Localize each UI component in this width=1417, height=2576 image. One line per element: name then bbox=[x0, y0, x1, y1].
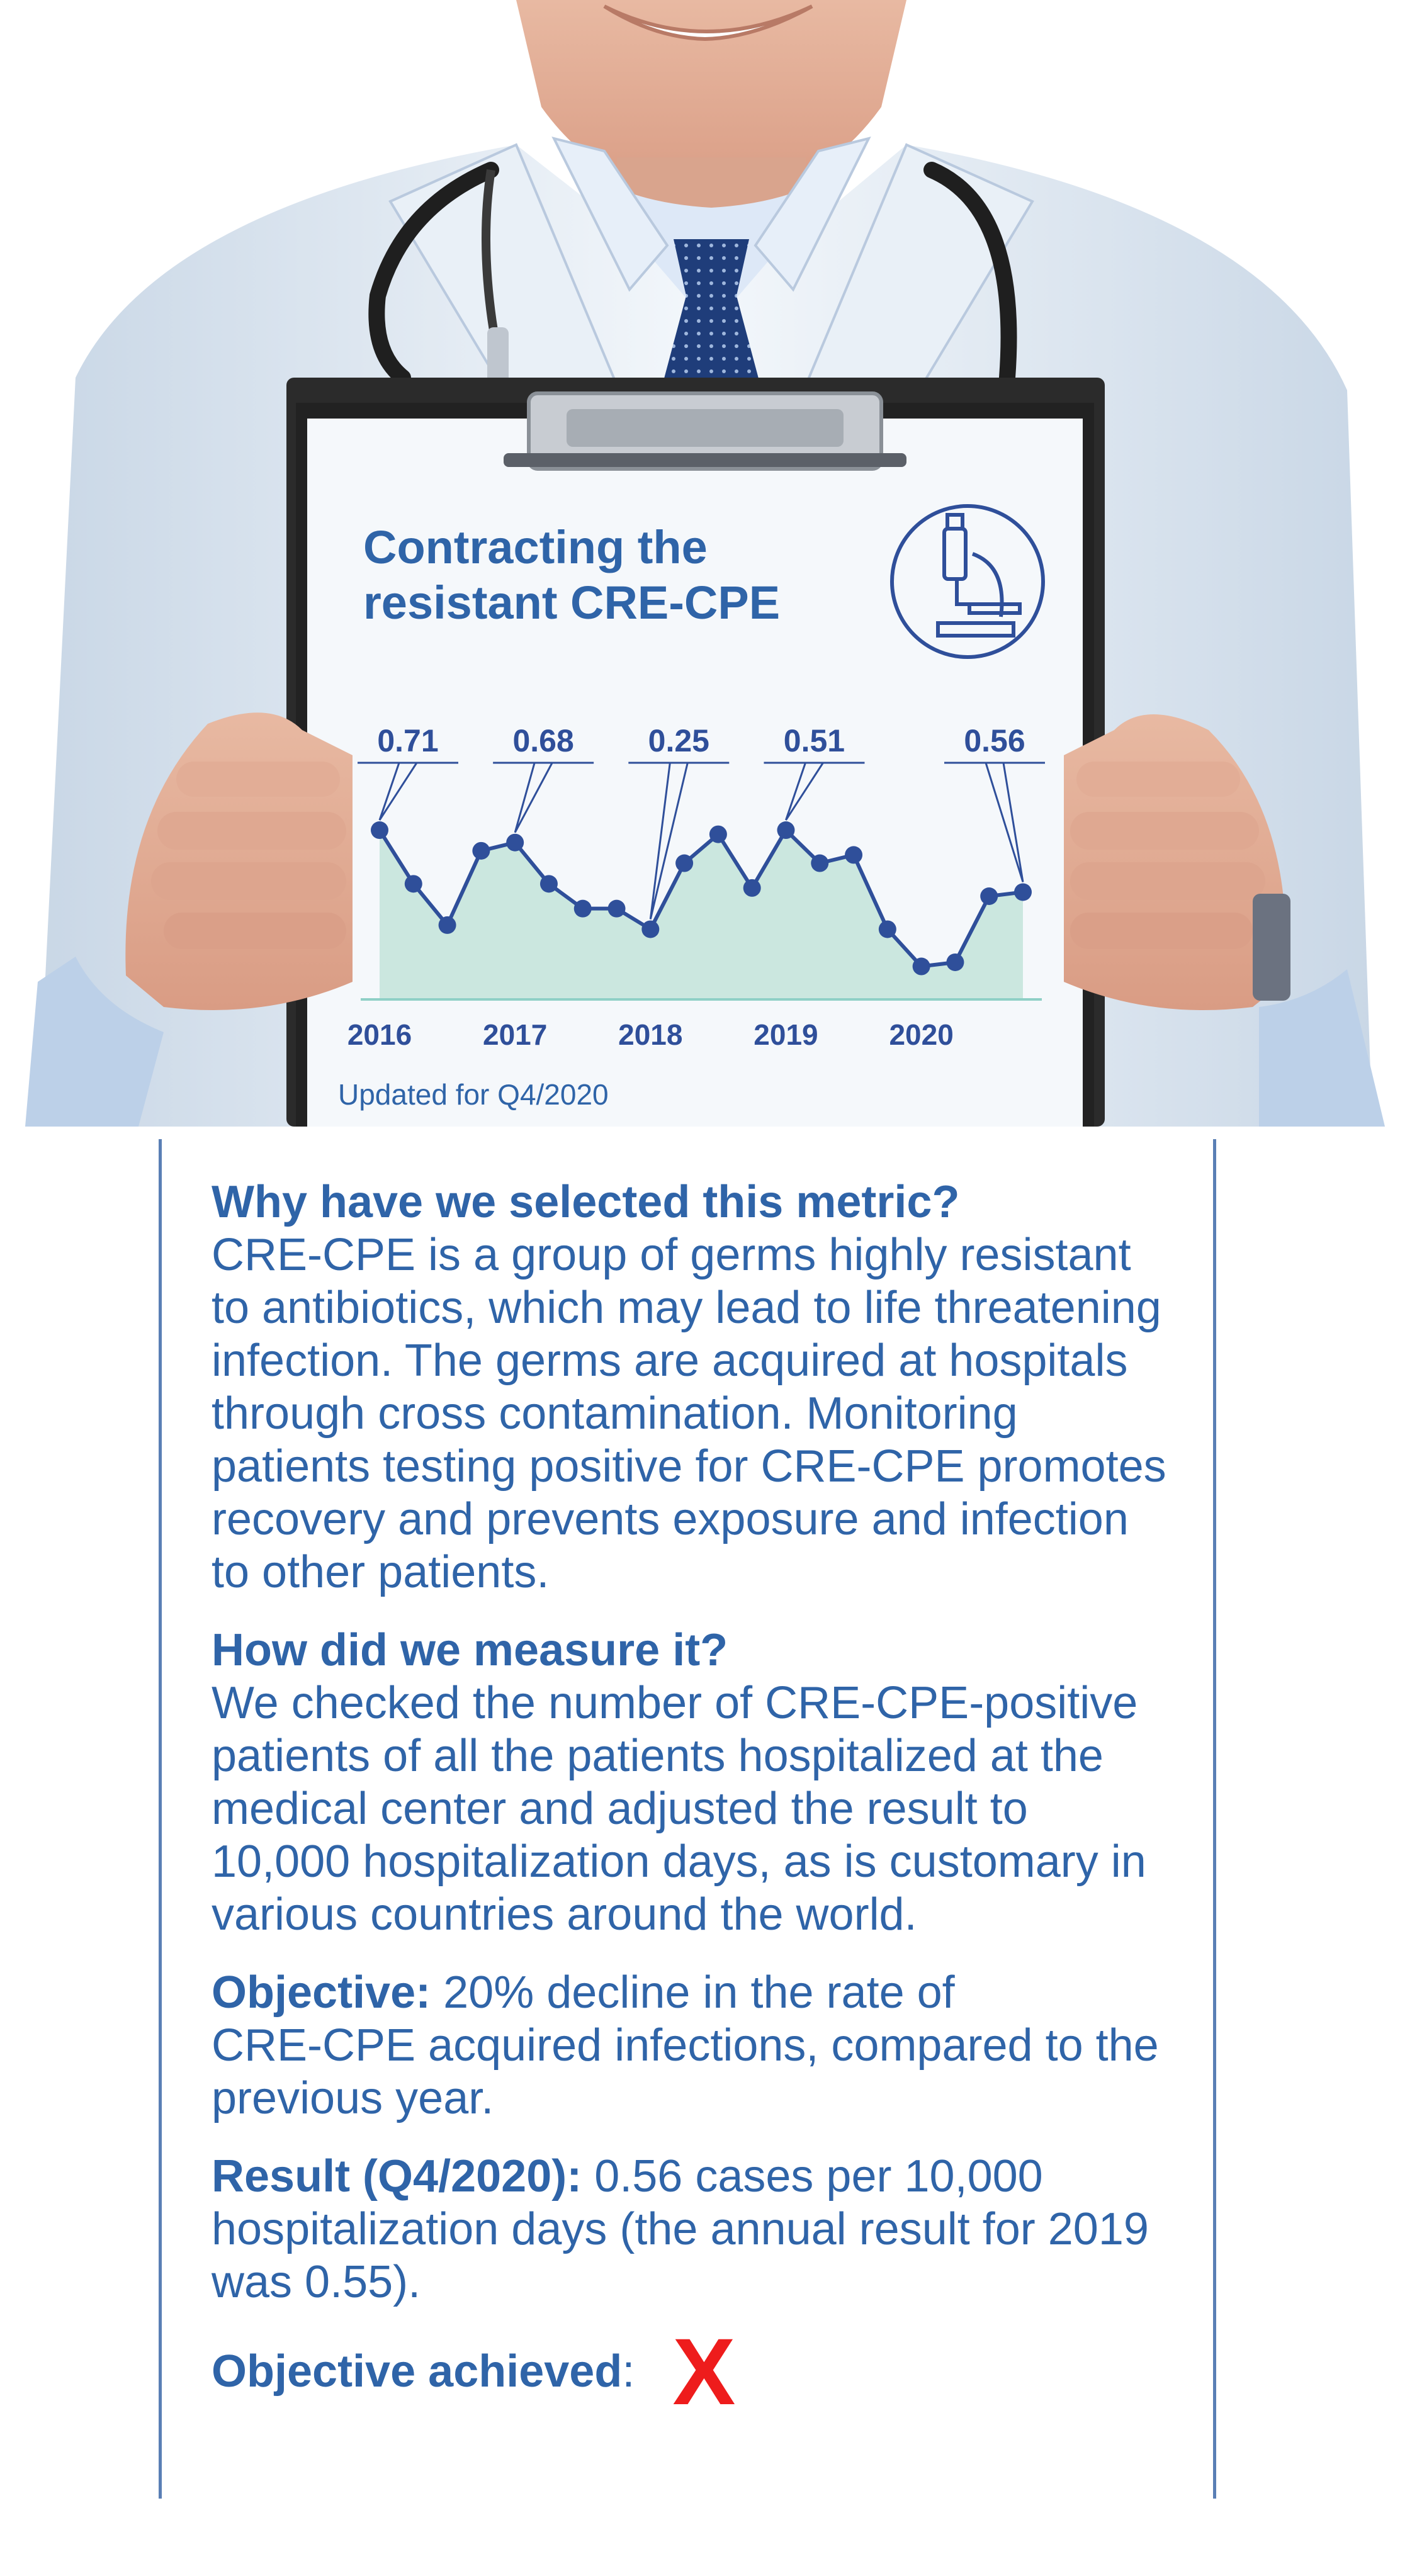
result-line: hospitalization days (the annual result … bbox=[212, 2204, 1149, 2254]
info-content: Why have we selected this metric? CRE-CP… bbox=[212, 1176, 1206, 2424]
updated-label: Updated for Q4/2020 bbox=[338, 1078, 609, 1111]
how-line: medical center and adjusted the result t… bbox=[212, 1784, 1028, 1834]
result-section: Result (Q4/2020): 0.56 cases per 10,000 … bbox=[212, 2150, 1206, 2309]
callout-pointer-4 bbox=[985, 762, 1024, 882]
chart-point-4 bbox=[506, 833, 524, 852]
objective-section: Objective: 20% decline in the rate of CR… bbox=[212, 1966, 1206, 2125]
callout-pointer-3 bbox=[785, 762, 824, 821]
not-achieved-x-icon: X bbox=[672, 2319, 736, 2424]
x-tick-label-2018: 2018 bbox=[618, 1018, 682, 1051]
chart-point-10 bbox=[709, 825, 727, 843]
chart-point-3 bbox=[472, 841, 490, 860]
objective-achieved-row: Objective achieved: X bbox=[212, 2319, 1206, 2424]
clipboard-paper bbox=[307, 419, 1083, 1127]
right-hand bbox=[1064, 714, 1385, 1127]
chart-point-11 bbox=[743, 879, 761, 897]
objective-line: CRE-CPE acquired infections, compared to… bbox=[212, 2020, 1159, 2071]
chart-point-12 bbox=[777, 821, 795, 840]
result-label: Result (Q4/2020): bbox=[212, 2151, 582, 2202]
chart-point-5 bbox=[539, 875, 558, 893]
chart-point-0 bbox=[371, 821, 388, 840]
chart-point-8 bbox=[641, 920, 660, 938]
chart-point-18 bbox=[980, 887, 998, 905]
why-line: through cross contamination. Monitoring bbox=[212, 1388, 1018, 1439]
x-tick-label-2019: 2019 bbox=[754, 1018, 818, 1051]
wristwatch bbox=[1253, 894, 1290, 1001]
callout-pointer-1 bbox=[514, 762, 553, 833]
chart-title-line-2: resistant CRE-CPE bbox=[363, 577, 781, 629]
chart-point-2 bbox=[438, 916, 456, 934]
chart-point-17 bbox=[946, 953, 964, 971]
achieved-label: Objective achieved bbox=[212, 2346, 623, 2397]
callout-label-2: 0.25 bbox=[648, 723, 709, 758]
chart-point-14 bbox=[845, 846, 863, 864]
x-tick-label-2016: 2016 bbox=[347, 1018, 412, 1051]
chart-title-line-1: Contracting the bbox=[363, 521, 708, 573]
callout-pointer-2 bbox=[649, 762, 689, 920]
tie bbox=[661, 239, 762, 415]
why-heading: Why have we selected this metric? bbox=[212, 1177, 960, 1227]
why-line: to antibiotics, which may lead to life t… bbox=[212, 1283, 1161, 1333]
result-line: was 0.55). bbox=[212, 2257, 421, 2307]
how-line: various countries around the world. bbox=[212, 1889, 917, 1940]
chart-point-15 bbox=[878, 920, 896, 938]
cre-cpe-line-chart: 0.71 0.68 0.25 0.51 0.56 2016 2017 2018 2019 2020 bbox=[347, 723, 1045, 1051]
left-hand bbox=[25, 712, 353, 1127]
why-line: recovery and prevents exposure and infec… bbox=[212, 1494, 1129, 1544]
objective-line: previous year. bbox=[212, 2073, 494, 2123]
stethoscope bbox=[368, 162, 499, 386]
chart-title: Contracting the resistant CRE-CPE bbox=[363, 520, 930, 631]
chart-area-fill bbox=[380, 830, 1023, 999]
how-section: How did we measure it? We checked the nu… bbox=[212, 1624, 1206, 1941]
callout-label-3: 0.51 bbox=[784, 723, 845, 758]
chart-point-19 bbox=[1014, 883, 1032, 901]
x-tick-label-2017: 2017 bbox=[483, 1018, 547, 1051]
why-line: to other patients. bbox=[212, 1547, 550, 1597]
chart-point-9 bbox=[675, 854, 694, 872]
callout-label-0: 0.71 bbox=[377, 723, 438, 758]
achieved-colon: : bbox=[622, 2346, 635, 2397]
why-line: infection. The germs are acquired at hos… bbox=[212, 1336, 1128, 1386]
doctor-clipboard-photo: 0.71 0.68 0.25 0.51 0.56 2016 2017 2018 2019 2020 bbox=[0, 0, 1417, 1127]
why-section: Why have we selected this metric? CRE-CP… bbox=[212, 1176, 1206, 1599]
callout-label-4: 0.56 bbox=[964, 723, 1025, 758]
callout-pointer-0 bbox=[378, 762, 418, 821]
chart-point-7 bbox=[607, 899, 626, 918]
callout-label-1: 0.68 bbox=[512, 723, 573, 758]
chart-point-16 bbox=[912, 957, 930, 976]
info-panel bbox=[159, 1139, 1216, 2499]
doctor-smile bbox=[603, 4, 813, 42]
why-line: patients testing positive for CRE-CPE pr… bbox=[212, 1441, 1166, 1492]
objective-text: 20% decline in the rate of bbox=[431, 1967, 955, 2018]
chart-point-1 bbox=[404, 875, 422, 893]
result-text: 0.56 cases per 10,000 bbox=[582, 2151, 1043, 2202]
how-line: We checked the number of CRE-CPE-positiv… bbox=[212, 1678, 1138, 1728]
chart-point-6 bbox=[573, 899, 592, 918]
microscope-icon bbox=[890, 504, 1045, 659]
objective-label: Objective: bbox=[212, 1967, 431, 2018]
how-line: 10,000 hospitalization days, as is custo… bbox=[212, 1836, 1146, 1887]
how-heading: How did we measure it? bbox=[212, 1625, 728, 1675]
how-line: patients of all the patients hospitalize… bbox=[212, 1731, 1104, 1781]
chart-point-13 bbox=[811, 854, 829, 872]
x-tick-label-2020: 2020 bbox=[889, 1018, 953, 1051]
doctor-face bbox=[516, 0, 906, 201]
why-line: CRE-CPE is a group of germs highly resis… bbox=[212, 1230, 1131, 1280]
